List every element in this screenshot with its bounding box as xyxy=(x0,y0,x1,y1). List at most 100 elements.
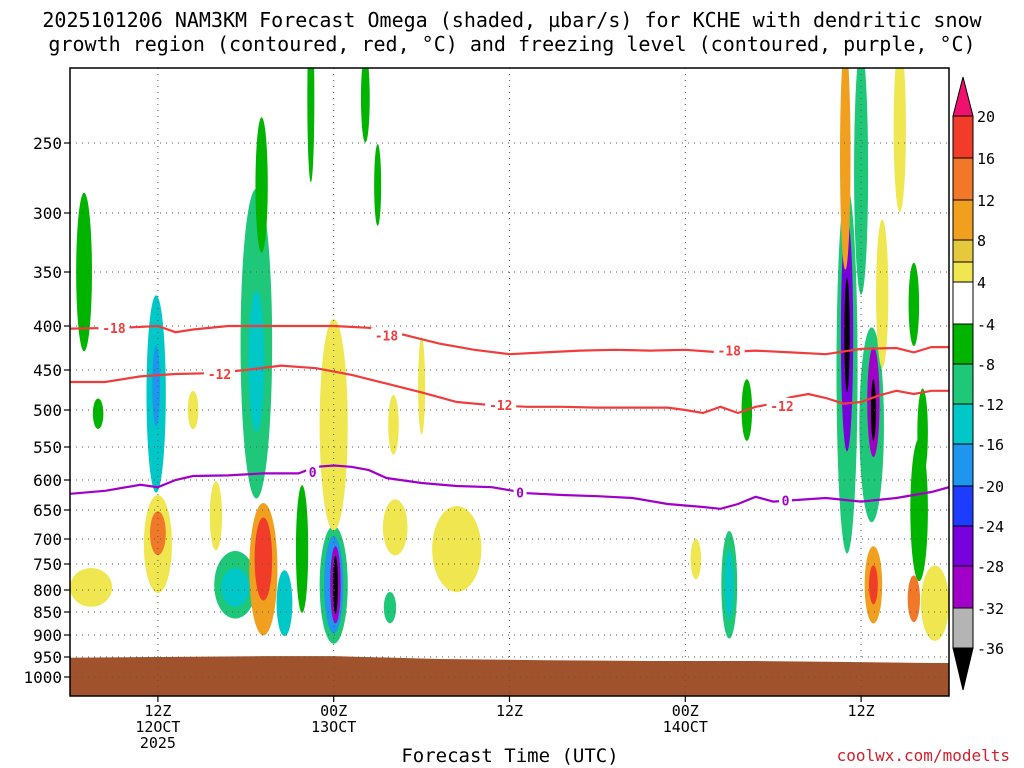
colorbar-swatch-12 xyxy=(952,525,974,567)
contour-label-bg-dgz-minus-18-2 xyxy=(713,342,745,358)
omega-blob-41 xyxy=(870,379,876,441)
colorbar-swatch-15 xyxy=(952,647,974,691)
contour-label-bg-dgz-minus-18-1 xyxy=(370,327,402,343)
colorbar-swatch-4 xyxy=(952,239,974,263)
omega-blob-11 xyxy=(255,117,268,253)
chart-title-line-2: growth region (contoured, red, °C) and f… xyxy=(48,32,976,56)
colorbar-swatch-5 xyxy=(952,261,974,283)
contour-label-freezing-level-2: 0 xyxy=(782,494,790,509)
contour-label-bg-freezing-level-2 xyxy=(779,492,793,508)
omega-blob-51 xyxy=(908,262,920,347)
colorbar-label-0: 20 xyxy=(977,108,995,126)
omega-blob-27 xyxy=(374,144,382,226)
omega-blob-38 xyxy=(840,68,851,270)
colorbar-label-5: -4 xyxy=(977,316,995,334)
x-tick-label-1-1: 13OCT xyxy=(311,718,356,736)
colorbar-swatch-8 xyxy=(952,363,974,405)
omega-blob-42 xyxy=(854,68,869,295)
omega-blob-17 xyxy=(295,485,309,613)
colorbar-swatch-9 xyxy=(952,403,974,445)
omega-blob-46 xyxy=(920,565,949,641)
colorbar-label-10: -24 xyxy=(977,518,1004,536)
x-tick-label-2-0: 12Z xyxy=(496,702,523,720)
y-tick-label-300: 300 xyxy=(33,204,62,223)
omega-blob-15 xyxy=(254,517,273,601)
y-tick-label-350: 350 xyxy=(33,263,62,282)
omega-blob-7 xyxy=(209,481,223,551)
x-tick-label-3-1: 14OCT xyxy=(663,718,708,736)
y-tick-label-500: 500 xyxy=(33,401,62,420)
omega-blob-44 xyxy=(893,68,906,213)
omega-blob-50 xyxy=(917,388,928,476)
y-tick-label-650: 650 xyxy=(33,501,62,520)
colorbar-label-6: -8 xyxy=(977,356,995,374)
y-tick-label-400: 400 xyxy=(33,317,62,336)
colorbar-label-8: -16 xyxy=(977,436,1004,454)
omega-blob-22 xyxy=(332,555,338,614)
y-tick-label-250: 250 xyxy=(33,134,62,153)
y-tick-label-850: 850 xyxy=(33,603,62,622)
colorbar-label-1: 16 xyxy=(977,150,995,168)
omega-blob-29 xyxy=(432,506,482,592)
omega-blob-13 xyxy=(221,568,250,607)
grid-lines xyxy=(70,68,949,696)
contour-label-dgz-minus-12-1: -12 xyxy=(489,399,512,414)
y-axis-ticks: 250 300 350 400 450 500 550 600 650 700 750 800 850 9… xyxy=(23,134,70,687)
omega-blob-18 xyxy=(307,68,315,183)
omega-blob-6 xyxy=(149,511,166,556)
terrain-fill xyxy=(70,656,949,696)
omega-blob-3 xyxy=(152,345,161,427)
omega-blob-49 xyxy=(907,575,920,623)
terrain-layer xyxy=(70,656,949,696)
contour-label-bg-dgz-minus-12-2 xyxy=(766,398,798,413)
omega-blob-25 xyxy=(388,395,399,455)
colorbar-swatch-10 xyxy=(952,443,974,487)
colorbar-swatch-11 xyxy=(952,485,974,527)
contour-label-bg-dgz-minus-12-0 xyxy=(203,366,235,381)
omega-blob-26 xyxy=(360,68,370,143)
omega-blob-8 xyxy=(187,390,199,430)
contour-dgz-minus-18 xyxy=(70,324,949,356)
colorbar-swatch-2 xyxy=(952,157,974,201)
omega-blob-0 xyxy=(76,192,92,352)
colorbar-label-3: 8 xyxy=(977,232,986,250)
y-tick-label-750: 750 xyxy=(33,555,62,574)
omega-blob-28 xyxy=(418,337,426,435)
contour-label-dgz-minus-18-1: -18 xyxy=(375,330,399,345)
omega-blob-4 xyxy=(70,568,113,607)
omega-blob-10 xyxy=(248,290,265,433)
contour-label-freezing-level-0: 0 xyxy=(309,466,317,481)
contour-label-dgz-minus-18-2: -18 xyxy=(718,345,742,360)
credit-link[interactable]: coolwx.com/modelts xyxy=(836,746,1010,765)
colorbar-label-7: -12 xyxy=(977,396,1004,414)
colorbar-swatch-6 xyxy=(952,281,974,325)
y-tick-label-550: 550 xyxy=(33,438,62,457)
colorbar-swatch-14 xyxy=(952,607,974,649)
omega-blob-33 xyxy=(690,538,702,580)
colorbar-label-9: -20 xyxy=(977,478,1004,496)
x-tick-label-4-0: 12Z xyxy=(848,702,875,720)
x-tick-label-0-2: 2025 xyxy=(140,734,176,752)
x-tick-label-3-0: 00Z xyxy=(672,702,699,720)
colorbar-label-12: -32 xyxy=(977,600,1004,618)
colorbar-swatch-3 xyxy=(952,199,974,241)
contour-label-dgz-minus-18-0: -18 xyxy=(102,322,126,337)
omega-blob-1 xyxy=(92,398,104,429)
y-tick-label-600: 600 xyxy=(33,471,62,490)
omega-blob-16 xyxy=(276,570,293,637)
x-tick-label-0-0: 12Z xyxy=(144,702,171,720)
y-tick-label-950: 950 xyxy=(33,648,62,667)
colorbar-swatch-0 xyxy=(952,76,974,117)
omega-blob-30 xyxy=(383,591,397,624)
contour-dgz-minus-12 xyxy=(70,364,949,415)
chart-title-line-1: 2025101206 NAM3KM Forecast Omega (shaded… xyxy=(42,8,982,32)
x-tick-label-0-1: 12OCT xyxy=(135,718,180,736)
omega-blob-48 xyxy=(869,565,878,605)
contour-label-dgz-minus-12-2: -12 xyxy=(770,400,793,415)
plot-background xyxy=(70,68,949,696)
omega-blob-24 xyxy=(382,499,408,556)
colorbar-swatch-1 xyxy=(952,115,974,159)
contour-lines: -18 -18 -18 -12 -12 -12 0 0 0 xyxy=(70,319,949,510)
